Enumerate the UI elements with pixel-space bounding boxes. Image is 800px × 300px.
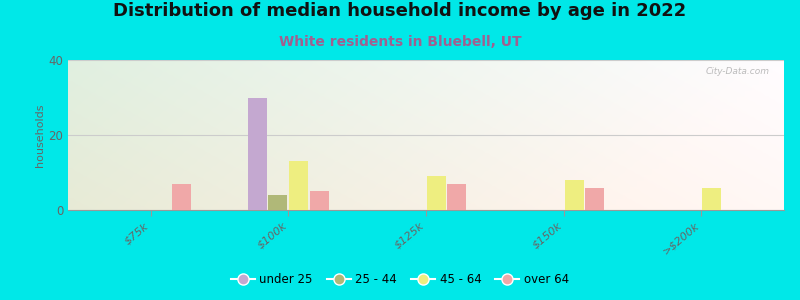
- Bar: [565, 180, 583, 210]
- Y-axis label: households: households: [35, 103, 46, 167]
- Bar: [310, 191, 329, 210]
- Bar: [289, 161, 308, 210]
- Bar: [269, 195, 287, 210]
- Bar: [248, 98, 267, 210]
- Bar: [172, 184, 191, 210]
- Bar: [427, 176, 446, 210]
- Text: Distribution of median household income by age in 2022: Distribution of median household income …: [114, 2, 686, 20]
- Text: White residents in Bluebell, UT: White residents in Bluebell, UT: [278, 34, 522, 49]
- Bar: [447, 184, 466, 210]
- Bar: [702, 188, 722, 210]
- Text: City-Data.com: City-Data.com: [706, 68, 770, 76]
- Bar: [585, 188, 604, 210]
- Legend: under 25, 25 - 44, 45 - 64, over 64: under 25, 25 - 44, 45 - 64, over 64: [226, 269, 574, 291]
